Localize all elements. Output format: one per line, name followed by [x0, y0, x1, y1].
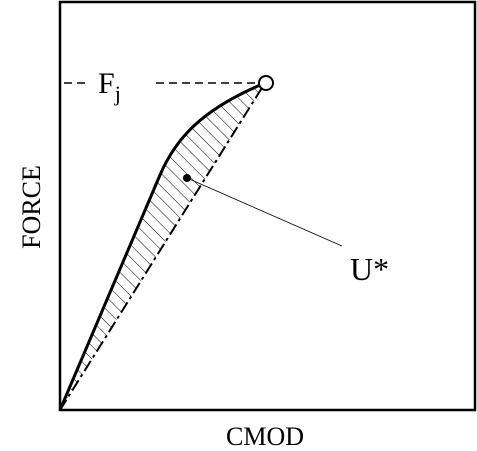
y-axis-label: FORCE — [17, 165, 46, 249]
plot-frame — [58, 0, 477, 412]
area-label: U* — [350, 251, 389, 287]
x-axis-label: CMOD — [226, 422, 304, 451]
peak-subscript: j — [114, 81, 121, 106]
peak-label: Fj — [98, 67, 121, 106]
unloading-line — [59, 82, 266, 411]
area-leader — [186, 177, 343, 247]
force-curve — [58, 81, 266, 411]
peak-symbol: F — [98, 67, 115, 100]
peak-point — [258, 75, 274, 91]
